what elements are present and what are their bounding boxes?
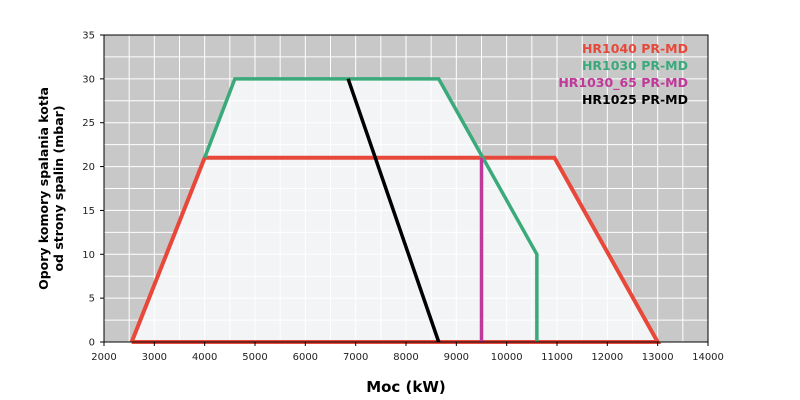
x-tick-label: 6000 (293, 352, 318, 363)
x-tick-label: 4000 (192, 352, 217, 363)
x-tick-label: 7000 (343, 352, 368, 363)
legend-entry-0: HR1040 PR-MD (582, 41, 688, 56)
x-tick-label: 10000 (491, 352, 523, 363)
y-tick-label: 5 (89, 294, 95, 305)
y-tick-labels: 0 5 10 15 20 25 30 35 (82, 31, 104, 349)
x-tick-label: 5000 (242, 352, 267, 363)
y-tick-label: 25 (82, 118, 95, 129)
x-tick-label: 3000 (142, 352, 167, 363)
x-tick-label: 12000 (591, 352, 623, 363)
y-axis-title-line-1: Opory komory spalania kotła (36, 87, 51, 290)
y-tick-label: 20 (82, 162, 95, 173)
y-tick-label: 0 (89, 338, 95, 349)
series-line-1 (203, 77, 539, 342)
x-axis-title: Moc (kW) (366, 378, 446, 396)
x-tick-label: 8000 (393, 352, 418, 363)
legend-entry-2: HR1030_65 PR-MD (558, 75, 688, 91)
grid (104, 35, 708, 342)
y-tick-label: 15 (82, 206, 95, 217)
legend-entry-3: HR1025 PR-MD (582, 92, 688, 107)
y-axis-title-line-2: od strony spalin (mbar) (51, 105, 66, 271)
x-tick-label: 14000 (692, 352, 724, 363)
legend: HR1040 PR-MD HR1030 PR-MD HR1030_65 PR-MDH… (558, 41, 688, 107)
x-tick-label: 11000 (541, 352, 573, 363)
y-tick-label: 10 (82, 250, 95, 261)
x-tick-label: 13000 (642, 352, 674, 363)
x-tick-label: 9000 (444, 352, 469, 363)
series-line-3 (346, 78, 441, 343)
y-tick-label: 35 (82, 31, 95, 42)
y-tick-label: 30 (82, 74, 95, 85)
x-tick-labels: 2000 3000 4000 5000 6000 7000 8000 9000 10000 110… (91, 342, 724, 363)
legend-entry-1: HR1030 PR-MD (582, 58, 688, 73)
x-tick-label: 2000 (91, 352, 116, 363)
